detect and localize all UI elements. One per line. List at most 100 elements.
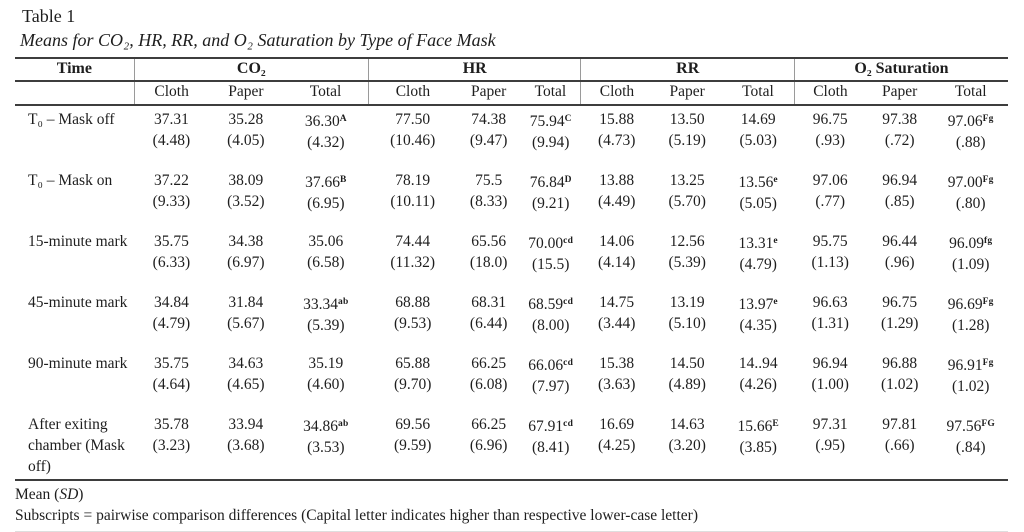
cell-mean: 75.94C	[529, 113, 572, 130]
cell-mean: 35.06	[308, 233, 344, 250]
data-cell: 14.69 (5.03)	[722, 105, 794, 167]
pairwise-superscript: A	[339, 114, 347, 124]
table-notes: Mean (SD) Subscripts = pairwise comparis…	[15, 484, 1008, 532]
cell-sd: (.93)	[815, 132, 846, 149]
cell-sd: (9.70)	[393, 376, 432, 393]
sub-header-paper: Paper	[652, 81, 722, 106]
data-cell: 66.06cd (7.97)	[520, 350, 581, 411]
cell-mean: 74.44	[395, 233, 431, 250]
data-cell: 15.66E (3.85)	[721, 411, 795, 481]
cell-sd: (8.41)	[531, 439, 570, 456]
cell-mean: 38.09	[228, 172, 264, 189]
cell-mean: 13.19	[669, 294, 705, 311]
row-label: T₀ – Mask on	[28, 172, 113, 189]
cell-mean: 35.75	[153, 355, 189, 372]
cell-mean: 15.38	[599, 355, 635, 372]
table-row: T₀ – Mask on 37.22 (9.33) 38.09 (3.52) 37.66B…	[15, 167, 1008, 228]
cell-mean: 13.25	[669, 172, 705, 189]
data-cell: 12.56 (5.39)	[652, 228, 722, 289]
data-cell: 34.84 (4.79)	[134, 289, 208, 350]
data-cell: 95.75 (1.13)	[794, 228, 865, 289]
cell-mean: 16.69	[599, 416, 635, 433]
data-cell: 35.75 (4.64)	[134, 350, 208, 411]
data-cell: 96.69Fg (1.28)	[933, 289, 1008, 350]
cell-mean: 33.94	[228, 416, 264, 433]
data-cell: 68.31 (6.44)	[457, 289, 521, 350]
cell-mean: 96.88	[882, 355, 918, 372]
sub-header-cloth: Cloth	[133, 81, 209, 106]
data-cell: 77.50 (10.46)	[368, 105, 456, 167]
data-cell: 34.63 (4.65)	[209, 350, 283, 411]
data-cell: 13.31e (4.79)	[722, 228, 794, 289]
row-label: After exiting chamber (Mask off)	[15, 411, 135, 481]
cell-sd: (15.5)	[531, 256, 570, 273]
cell-mean: 66.06cd	[528, 357, 574, 374]
data-cell: 35.06 (6.58)	[283, 228, 368, 289]
cell-sd: (4.14)	[597, 254, 636, 271]
cell-sd: (5.05)	[739, 195, 777, 212]
cell-mean: 37.66B	[305, 174, 347, 191]
cell-sd: (9.94)	[531, 134, 570, 151]
table-number: Table 1	[22, 6, 76, 26]
cell-sd: (6.33)	[152, 254, 191, 271]
cell-mean: 35.78	[153, 416, 189, 433]
data-cell: 67.91cd (8.41)	[520, 411, 581, 481]
table-header: Time CO₂ HR RR O₂ Saturation Cloth Paper…	[15, 57, 1008, 106]
data-cell: 14.63 (3.20)	[652, 411, 722, 481]
cell-mean: 15.88	[599, 111, 635, 128]
data-cell: 13.50 (5.19)	[652, 105, 722, 167]
sub-header-total: Total	[933, 81, 1008, 106]
cell-mean: 14.63	[669, 416, 705, 433]
pairwise-superscript: C	[564, 114, 572, 124]
data-cell: 76.84D (9.21)	[520, 167, 581, 228]
cell-sd: (8.33)	[469, 193, 508, 210]
cell-sd: (3.53)	[307, 439, 345, 456]
cell-sd: (1.00)	[811, 376, 849, 393]
data-cell: 15.38 (3.63)	[581, 350, 652, 411]
data-cell: 33.94 (3.68)	[208, 411, 284, 481]
cell-mean: 76.84D	[529, 174, 572, 191]
cell-sd: (9.21)	[531, 195, 570, 212]
cell-mean: 14.69	[740, 111, 776, 128]
table-row: 45-minute mark 34.84 (4.79) 31.84 (5.67) 33.3…	[15, 289, 1008, 350]
cell-mean: 97.38	[882, 111, 918, 128]
cell-sd: (4.49)	[597, 193, 636, 210]
data-cell: 13.25 (5.70)	[652, 167, 722, 228]
col-group-hr: HR	[367, 57, 581, 82]
data-cell: 96.88 (1.02)	[866, 350, 934, 411]
cell-mean: 77.50	[395, 111, 431, 128]
data-cell: 96.91Fg (1.02)	[933, 350, 1008, 411]
data-cell: 69.56 (9.59)	[368, 411, 457, 481]
cell-mean: 37.31	[153, 111, 189, 128]
pairwise-superscript: e	[773, 175, 778, 185]
row-label: 15-minute mark	[28, 233, 128, 250]
cell-mean: 96.75	[812, 111, 848, 128]
cell-mean: 14..94	[738, 355, 778, 372]
cell-mean: 97.06	[812, 172, 848, 189]
cell-mean: 66.25	[471, 355, 507, 372]
cell-mean: 13.50	[669, 111, 705, 128]
cell-mean: 97.06Fg	[947, 113, 994, 130]
pairwise-superscript: cd	[563, 419, 574, 429]
pairwise-superscript: cd	[563, 236, 574, 246]
cell-sd: (18.0)	[469, 254, 508, 271]
cell-sd: (7.97)	[531, 378, 570, 395]
sub-header-paper: Paper	[208, 81, 284, 106]
cell-mean: 35.19	[308, 355, 344, 372]
cell-sd: (10.46)	[390, 132, 436, 149]
cell-mean: 96.94	[882, 172, 918, 189]
pairwise-superscript: fg	[983, 236, 993, 246]
sub-header-cloth: Cloth	[580, 81, 653, 106]
cell-mean: 31.84	[228, 294, 264, 311]
data-cell: 35.28 (4.05)	[209, 105, 283, 167]
cell-sd: (3.23)	[152, 437, 191, 454]
sub-header-total: Total	[721, 81, 795, 106]
cell-mean: 13.31e	[738, 235, 778, 252]
data-cell: 35.75 (6.33)	[134, 228, 208, 289]
data-cell: 96.63 (1.31)	[794, 289, 865, 350]
cell-sd: (6.97)	[227, 254, 265, 271]
sub-header-paper: Paper	[456, 81, 521, 106]
cell-sd: (4.73)	[597, 132, 636, 149]
cell-sd: (4.05)	[227, 132, 265, 149]
data-cell: 15.88 (4.73)	[581, 105, 652, 167]
